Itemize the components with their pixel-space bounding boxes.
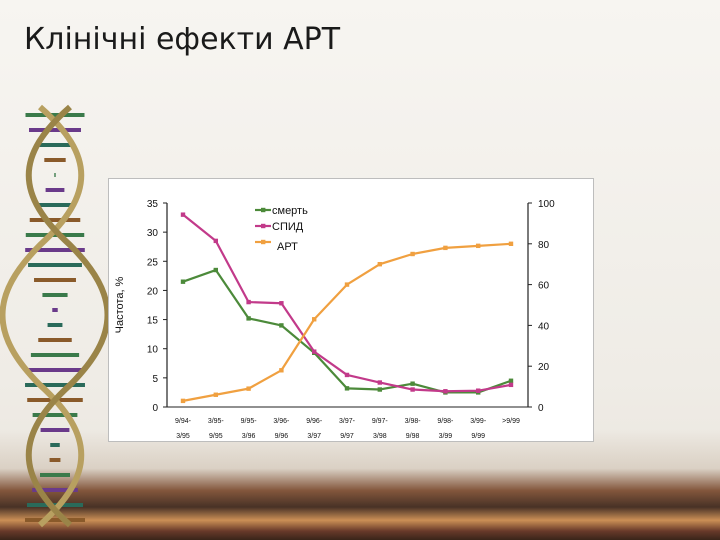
data-point <box>476 388 481 393</box>
data-point <box>312 317 317 322</box>
data-point <box>344 282 350 287</box>
data-point <box>377 387 382 392</box>
x-tick-label: 9/95- <box>241 418 258 425</box>
data-point <box>246 299 251 305</box>
data-point <box>180 212 186 217</box>
data-point <box>508 378 514 383</box>
x-tick-label: 9/98 <box>406 433 420 440</box>
x-tick-label: 9/98- <box>437 418 454 425</box>
data-point <box>377 380 382 385</box>
y-tick-label-right: 100 <box>538 199 555 210</box>
data-point <box>443 389 448 394</box>
x-tick-label: 9/97- <box>372 418 389 425</box>
x-tick-label: 9/99 <box>471 433 485 440</box>
y-tick-label-right: 80 <box>538 240 550 251</box>
legend-label: СПИД <box>272 221 304 233</box>
y-tick-label-right: 40 <box>538 321 550 332</box>
chart-frame: 0 5 10 15 20 25 30 35 0 20 40 60 80 100 Частота, % 9/94… <box>108 178 594 442</box>
y-axis-title: Частота, % <box>114 276 126 333</box>
legend-swatch-marker <box>261 207 266 213</box>
x-tick-label: 3/99 <box>439 433 453 440</box>
data-point <box>377 262 382 267</box>
data-point <box>410 387 415 392</box>
line-chart: 0 5 10 15 20 25 30 35 0 20 40 60 80 100 Частота, % 9/94… <box>114 199 555 440</box>
y-tick-label-left: 30 <box>147 228 159 239</box>
data-point <box>180 279 186 284</box>
data-point <box>344 386 350 391</box>
x-tick-label: 9/96 <box>275 433 289 440</box>
x-tick-label: 3/95- <box>208 418 225 425</box>
data-point <box>246 386 251 391</box>
data-point <box>476 243 481 249</box>
data-point <box>344 372 350 378</box>
data-point <box>508 241 514 246</box>
legend-swatch-marker <box>261 223 266 229</box>
data-point <box>213 238 218 244</box>
x-tick-label: 3/98- <box>405 418 422 425</box>
y-tick-label-left: 15 <box>147 316 159 327</box>
x-tick-label: 3/95 <box>176 433 190 440</box>
x-tick-label: 3/99- <box>470 418 487 425</box>
series-line-АРТ <box>182 242 512 402</box>
decorative-bottom-band <box>0 430 720 540</box>
data-point <box>246 316 251 321</box>
y-tick-label-left: 5 <box>152 374 158 385</box>
x-tick-label: 3/97- <box>339 418 356 425</box>
y-tick-label-left: 10 <box>147 345 159 356</box>
data-point <box>279 368 284 373</box>
x-tick-label: >9/99 <box>502 418 520 425</box>
x-tick-label: 3/96 <box>242 433 256 440</box>
legend-label: смерть <box>272 205 308 217</box>
data-point <box>410 381 415 386</box>
data-point <box>508 382 514 388</box>
series-line-СПИД <box>182 213 512 393</box>
y-tick-label-right: 0 <box>538 403 544 414</box>
x-tick-label: 9/95 <box>209 433 223 440</box>
slide-title: Клінічні ефекти АРТ <box>24 22 341 57</box>
legend-swatch-marker <box>261 239 266 245</box>
x-tick-label: 9/96- <box>306 418 323 425</box>
y-tick-label-left: 25 <box>147 257 159 268</box>
dna-helix-image <box>0 104 110 528</box>
data-point <box>410 251 415 257</box>
y-tick-label-right: 20 <box>538 362 550 373</box>
data-point <box>213 392 218 397</box>
data-point <box>213 267 218 273</box>
x-tick-label: 3/96- <box>273 418 290 425</box>
data-point <box>180 398 186 404</box>
x-tick-label: 9/97 <box>340 433 354 440</box>
data-point <box>443 245 448 251</box>
data-point <box>279 301 284 306</box>
y-tick-label-right: 60 <box>538 281 550 292</box>
legend-label: АРТ <box>277 241 298 253</box>
y-tick-label-left: 20 <box>147 286 159 297</box>
y-tick-label-left: 35 <box>147 199 159 210</box>
data-point <box>279 323 284 328</box>
x-tick-label: 3/98 <box>373 433 387 440</box>
x-tick-label: 9/94- <box>175 418 192 425</box>
data-point <box>312 349 317 354</box>
x-tick-label: 3/97 <box>307 433 321 440</box>
y-tick-label-left: 0 <box>152 403 158 414</box>
